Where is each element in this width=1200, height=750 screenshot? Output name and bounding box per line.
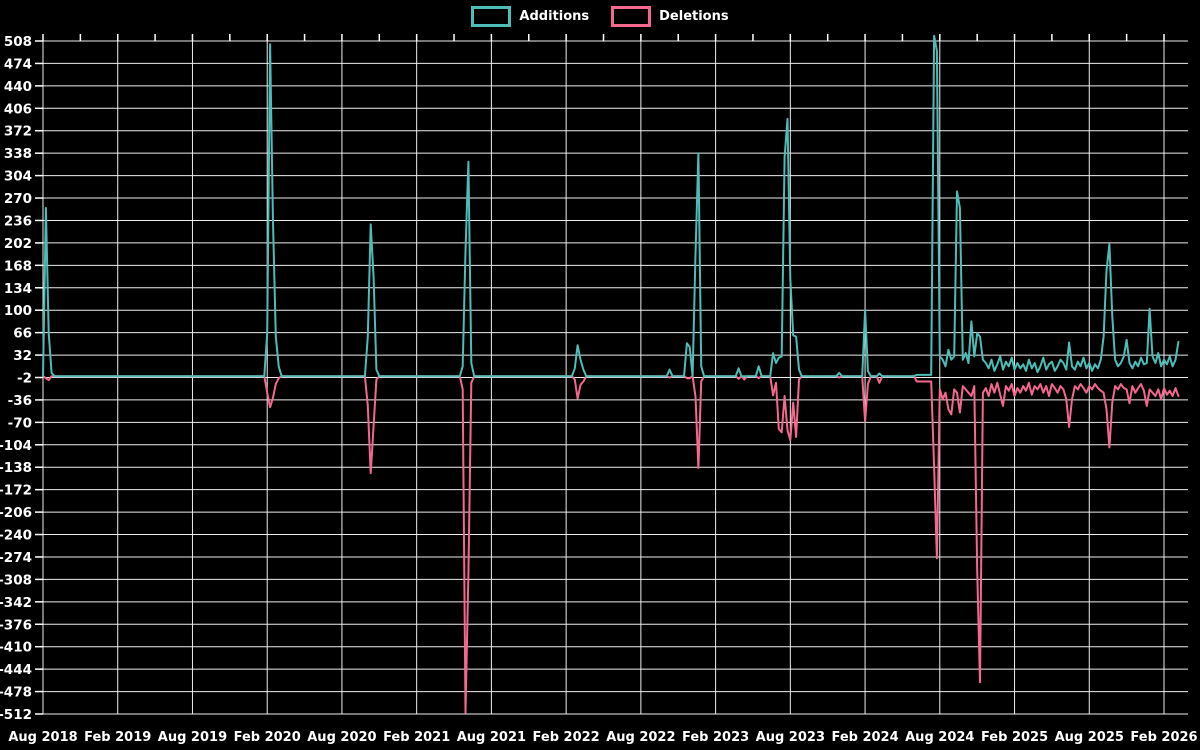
y-tick-label: 66 (13, 326, 32, 342)
x-tick-label: Feb 2021 (383, 730, 450, 745)
y-tick-label: 168 (4, 258, 32, 274)
y-tick-label: -36 (8, 393, 32, 409)
x-tick-label: Aug 2025 (1055, 730, 1124, 745)
x-tick-label: Feb 2020 (234, 730, 301, 745)
legend-item-deletions[interactable]: Deletions (611, 6, 729, 27)
x-tick-label: Feb 2023 (682, 730, 749, 745)
y-tick-label: 236 (4, 213, 32, 229)
y-tick-label: 508 (4, 34, 32, 50)
axis-labels: 508 474 440 406 372 338 304 270 236 202 168 134 100 6… (0, 34, 1198, 745)
x-tick-label: Aug 2023 (756, 730, 825, 745)
x-tick-label: Feb 2019 (84, 730, 151, 745)
y-tick-label: -478 (0, 685, 32, 701)
y-tick-label: -274 (0, 550, 32, 566)
y-tick-label: -308 (0, 572, 32, 588)
y-tick-label: -444 (0, 662, 32, 678)
y-tick-label: -342 (0, 595, 32, 611)
y-tick-label: -240 (0, 528, 32, 544)
y-tick-label: 270 (4, 191, 32, 207)
y-tick-label: 338 (4, 146, 32, 162)
y-tick-label: 134 (4, 281, 32, 297)
legend-label-additions: Additions (519, 9, 590, 24)
x-tick-label: Aug 2021 (457, 730, 526, 745)
x-tick-label: Feb 2022 (533, 730, 600, 745)
y-tick-label: -512 (0, 707, 32, 723)
y-tick-label: 372 (4, 124, 32, 140)
x-tick-label: Feb 2025 (981, 730, 1048, 745)
deletions-swatch (611, 6, 652, 27)
deletions-line (42, 375, 1180, 714)
y-tick-label: -104 (0, 438, 32, 454)
chart-legend: Additions Deletions (0, 6, 1200, 27)
y-tick-label: -410 (0, 640, 32, 656)
gridlines (42, 40, 1188, 715)
y-tick-label: 100 (4, 303, 32, 319)
y-tick-label: -172 (0, 483, 32, 499)
y-tick-label: 304 (4, 169, 32, 185)
y-tick-label: 406 (4, 101, 32, 117)
y-tick-label: 202 (4, 236, 32, 252)
y-tick-label: 440 (4, 79, 32, 95)
x-tick-label: Aug 2018 (8, 730, 77, 745)
y-tick-label: 32 (13, 348, 32, 364)
x-tick-label: Feb 2024 (831, 730, 898, 745)
legend-label-deletions: Deletions (659, 9, 729, 24)
x-tick-label: Aug 2019 (158, 730, 227, 745)
additions-swatch (471, 6, 512, 27)
tick-marks (35, 34, 1165, 715)
y-tick-label: -2 (17, 371, 32, 387)
y-tick-label: -206 (0, 505, 32, 521)
y-tick-label: 474 (4, 56, 32, 72)
y-tick-label: -138 (0, 460, 32, 476)
legend-item-additions[interactable]: Additions (471, 6, 589, 27)
x-tick-label: Aug 2024 (905, 730, 974, 745)
y-tick-label: -376 (0, 617, 32, 633)
x-tick-label: Aug 2022 (606, 730, 675, 745)
x-tick-label: Aug 2020 (307, 730, 376, 745)
y-tick-label: -70 (8, 415, 32, 431)
x-tick-label: Feb 2026 (1130, 730, 1197, 745)
additions-line (42, 34, 1180, 378)
